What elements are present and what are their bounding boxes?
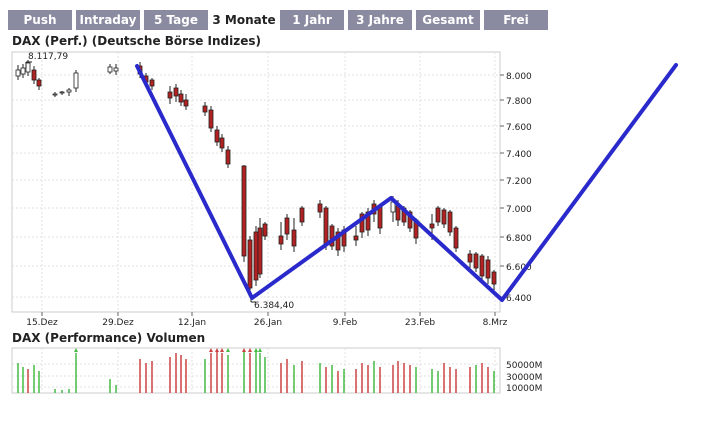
- candle: [247, 239, 253, 289]
- tab-3-jahre[interactable]: 3 Jahre: [348, 10, 412, 30]
- volume-clip-arrow: [226, 348, 230, 352]
- candle: [491, 271, 497, 285]
- candle: [107, 66, 113, 73]
- y-tick-label: 6.800: [506, 234, 532, 244]
- candle: [262, 223, 268, 237]
- tab-push[interactable]: Push: [8, 10, 72, 30]
- candle: [73, 72, 79, 89]
- volume-clip-arrow: [215, 348, 219, 352]
- low-label: 6.384,40: [254, 301, 294, 311]
- candle: [241, 165, 247, 257]
- y-tick-label: 6.600: [506, 263, 532, 273]
- tab-1-jahr[interactable]: 1 Jahr: [280, 10, 344, 30]
- candle: [214, 129, 220, 143]
- y-tick-label: 7.400: [506, 150, 532, 160]
- y-tick-label: 7.200: [506, 177, 532, 187]
- candle: [329, 225, 335, 247]
- volume-tick-label: 10000M: [506, 384, 542, 394]
- x-tick-label: 23.Feb: [405, 318, 436, 328]
- x-tick-label: 8.Mrz: [483, 318, 508, 328]
- candle: [225, 149, 231, 165]
- tab-5-tage[interactable]: 5 Tage: [144, 10, 208, 30]
- candle: [257, 227, 263, 275]
- candle: [15, 69, 21, 77]
- candle: [479, 255, 485, 277]
- candle: [167, 91, 173, 99]
- candle: [59, 91, 65, 94]
- volume-tick-label: 50000M: [506, 361, 542, 371]
- candle: [473, 253, 479, 269]
- y-tick-label: 7.600: [506, 123, 532, 133]
- candle: [353, 235, 359, 241]
- candle: [485, 259, 491, 279]
- x-tick-label: 12.Jan: [178, 318, 206, 328]
- candle: [359, 213, 365, 233]
- volume-tick-label: 30000M: [506, 373, 542, 383]
- x-tick-label: 9.Feb: [333, 318, 358, 328]
- candle: [467, 253, 473, 263]
- tab-3-monate[interactable]: 3 Monate: [212, 10, 276, 30]
- candle: [291, 229, 297, 247]
- candle: [183, 99, 189, 107]
- price-chart-title: DAX (Perf.) (Deutsche Börse Indizes): [12, 34, 262, 48]
- candle: [149, 79, 155, 87]
- candle: [453, 227, 459, 249]
- tab-gesamt[interactable]: Gesamt: [416, 10, 480, 30]
- candle: [447, 211, 453, 233]
- candle: [36, 79, 42, 87]
- candle: [20, 67, 26, 75]
- x-tick-label: 26.Jan: [254, 318, 282, 328]
- candle: [335, 231, 341, 251]
- candle: [429, 223, 435, 229]
- candle: [52, 93, 58, 96]
- candle: [31, 69, 37, 81]
- candle: [202, 105, 208, 113]
- volume-clip-arrow: [242, 348, 246, 352]
- candle: [253, 231, 259, 281]
- tab-frei[interactable]: Frei: [484, 10, 548, 30]
- candle: [284, 217, 290, 235]
- candle: [365, 211, 371, 231]
- candle: [25, 62, 31, 73]
- candle: [208, 109, 214, 129]
- volume-clip-arrow: [258, 348, 262, 352]
- candle: [323, 207, 329, 245]
- candle: [66, 89, 72, 93]
- candle: [441, 209, 447, 225]
- tab-intraday[interactable]: Intraday: [76, 10, 140, 30]
- volume-chart-title: DAX (Performance) Volumen: [12, 331, 206, 345]
- volume-clip-arrow: [74, 348, 78, 352]
- volume-clip-arrow: [209, 348, 213, 352]
- volume-clip-arrow: [220, 348, 224, 352]
- y-tick-label: 7.800: [506, 97, 532, 107]
- candle: [173, 87, 179, 97]
- candle: [113, 67, 119, 72]
- y-tick-label: 8.000: [506, 72, 532, 82]
- volume-clip-arrow: [248, 348, 252, 352]
- y-tick-label: 6.400: [506, 294, 532, 304]
- high-label: 8.117,79: [28, 52, 68, 62]
- candle: [278, 235, 284, 245]
- candle: [317, 203, 323, 213]
- drawn-trend-line: [135, 63, 678, 302]
- candle: [178, 93, 184, 103]
- x-tick-label: 29.Dez: [102, 318, 134, 328]
- volume-clip-arrow: [254, 348, 258, 352]
- candle: [299, 207, 305, 223]
- candle: [435, 207, 441, 223]
- y-tick-label: 7.000: [506, 205, 532, 215]
- candle: [219, 137, 225, 149]
- x-tick-label: 15.Dez: [26, 318, 58, 328]
